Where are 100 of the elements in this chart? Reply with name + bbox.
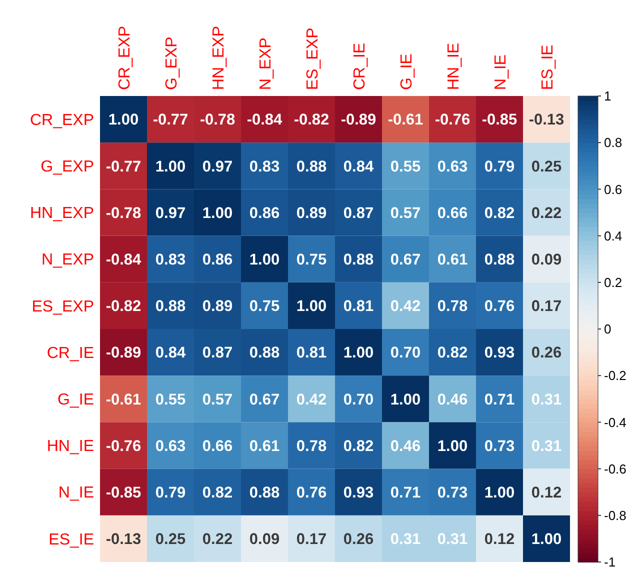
data-label: 0.22 [202,531,233,548]
data-label: 0.82 [437,344,468,362]
data-label: 1.00 [155,158,186,176]
data-label: 0.88 [296,158,327,176]
data-label: 0.88 [484,252,515,269]
data-label: -0.85 [482,112,518,129]
data-label: 0.82 [484,204,515,222]
color-bar-label: 0.8 [604,135,622,150]
data-label: 1.00 [390,391,421,408]
data-label: 0.75 [296,252,327,269]
data-label: 0.12 [531,484,562,502]
data-label: 0.87 [343,204,374,222]
y-tick-label: ES_EXP [32,298,94,316]
data-label: 0.67 [249,391,280,408]
data-label: -0.61 [388,112,424,129]
data-label: -0.84 [246,112,283,129]
data-label: 0.83 [249,158,280,176]
data-label: 0.78 [296,438,327,455]
color-bar-label: 0.4 [604,228,622,244]
data-label: 0.22 [531,204,562,222]
data-label: 0.31 [437,531,468,548]
y-tick-label: CR_EXP [30,112,94,129]
data-label: 0.71 [390,484,421,502]
data-label: 0.84 [343,158,374,176]
data-label: 0.88 [249,484,280,502]
data-label: 0.78 [437,298,468,316]
data-label: 1.00 [202,204,233,222]
color-bar-label: -0.6 [604,461,626,476]
data-label: 0.12 [484,531,515,548]
x-tick-label: ES_IE [540,44,556,90]
color-bar-label: -0.4 [604,414,626,430]
data-label: -0.82 [106,298,142,316]
data-label: 0.31 [390,531,421,548]
y-tick-label: G_EXP [40,158,94,176]
data-label: 0.75 [249,298,280,316]
data-label: 0.61 [249,438,280,455]
data-label: 0.93 [343,484,374,502]
data-label: -0.77 [106,158,142,176]
data-label: 0.81 [296,344,327,362]
data-label: 0.89 [296,204,327,222]
data-label: 0.31 [531,438,562,455]
x-tick-label: ES_EXP [304,28,322,90]
data-label: 0.26 [531,344,562,362]
data-label: 0.79 [484,158,515,176]
data-label: 0.46 [437,391,468,408]
data-label: -0.89 [340,112,377,129]
y-tick-label: ES_IE [48,531,94,548]
data-label: 0.25 [155,531,186,548]
y-tick-label: N_EXP [42,252,94,269]
data-label: 0.17 [531,298,562,316]
data-label: 1.00 [108,112,139,129]
data-label: 0.93 [484,344,515,362]
data-label: 0.89 [202,298,233,316]
data-label: 0.42 [296,391,327,408]
color-bar-label: 0 [604,322,612,337]
data-label: 0.73 [484,438,515,455]
data-label: 0.97 [202,158,233,176]
x-tick-label: N_IE [492,54,510,90]
x-tick-label: HN_EXP [210,26,228,90]
x-tick-label: G_IE [398,54,416,90]
data-label: 1.00 [296,298,327,316]
data-label: 1.00 [343,344,374,362]
data-label: -0.76 [106,438,142,455]
color-bar-label: 0.6 [604,182,622,197]
data-label: 0.61 [437,252,468,269]
data-label: 0.71 [484,391,515,408]
data-label: 0.55 [155,391,186,408]
data-label: 0.42 [390,298,421,316]
color-bar-label: 0.2 [604,274,622,290]
data-label: 0.31 [531,391,562,408]
data-label: -0.77 [152,112,188,129]
data-label: 0.88 [343,252,374,269]
x-tick-label: N_EXP [258,38,274,90]
data-label: -0.61 [106,391,142,408]
data-label: 0.25 [531,158,562,176]
color-bar-label: -0.2 [604,368,626,384]
data-label: 0.70 [390,344,421,362]
x-tick-label: HN_IE [446,42,462,90]
data-label: 0.57 [390,204,421,222]
data-label: -0.78 [106,204,142,222]
data-label: -0.82 [294,112,330,129]
x-tick-label: CR_EXP [116,26,134,90]
y-tick-label: CR_IE [46,344,94,362]
data-label: 0.17 [296,531,327,548]
data-label: 0.76 [296,484,327,502]
data-label: 0.81 [343,298,374,316]
data-label: 0.66 [202,438,233,455]
data-label: 0.82 [343,438,374,455]
data-label: -0.13 [106,531,142,548]
y-tick-label: G_IE [58,392,94,408]
data-label: 0.76 [484,298,515,316]
data-label: 0.84 [155,344,186,362]
data-label: 0.26 [343,531,374,548]
data-label: 0.46 [390,438,421,455]
data-label: 0.86 [202,252,233,269]
y-tick-label: HN_IE [46,438,94,456]
color-bar-label: -0.8 [604,508,626,523]
color-bar-label: -1 [604,554,616,570]
data-label: -0.89 [106,344,142,362]
data-label: 0.66 [437,204,468,222]
